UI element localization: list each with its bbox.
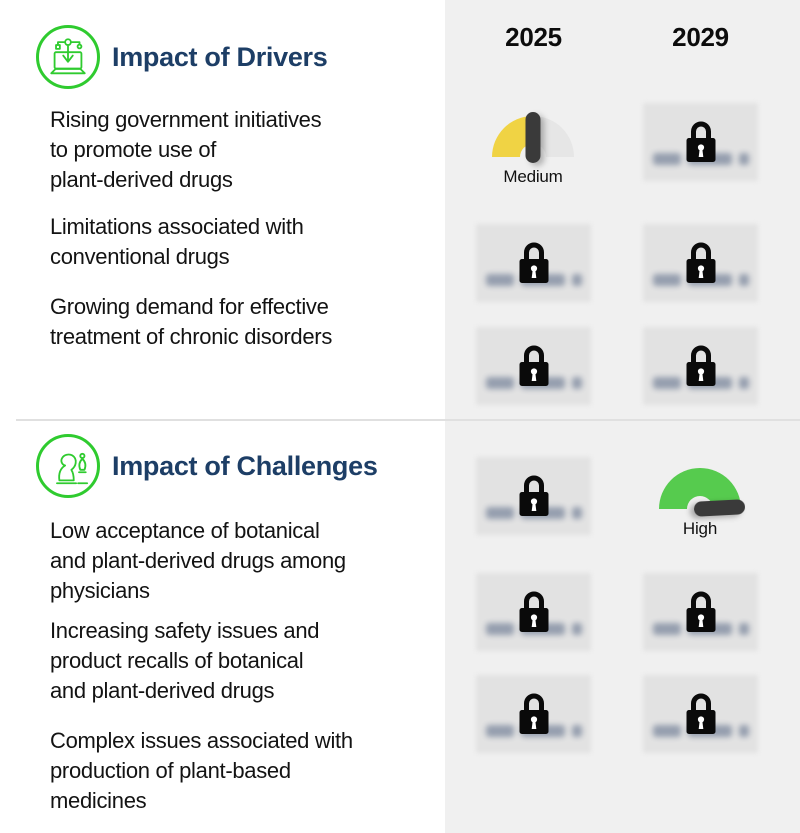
padlock-icon [519,475,548,516]
locked-value-cell [643,224,758,302]
locked-value-cell [476,457,591,535]
padlock-icon [686,242,715,283]
gauge-level-label: High [682,519,718,538]
section-divider [16,419,800,421]
locked-value-cell [476,675,591,753]
gauge-high-icon [659,468,745,517]
challenges-section-badge [36,434,100,498]
gauge-medium-icon [492,112,574,163]
locked-value-cell [476,224,591,302]
padlock-icon [686,121,715,162]
challenge-item-1-text: Low acceptance of botanical and plant-de… [50,518,346,603]
driver-item-3-text: Growing demand for effective treatment o… [50,294,333,349]
driver-item-2-text: Limitations associated with conventional… [50,214,304,269]
locked-value-cell [643,573,758,651]
impact-gauge-medium: Medium [483,107,583,187]
locked-value-cell [643,675,758,753]
locked-value-cell [643,103,758,181]
padlock-icon [686,345,715,386]
locked-value-cell [643,327,758,405]
locked-value-cell [476,573,591,651]
padlock-icon [686,591,715,632]
laptop-network-icon [50,38,86,75]
padlock-icon [519,242,548,283]
padlock-icon [686,693,715,734]
chess-pieces-icon [56,452,89,485]
padlock-icon [519,345,548,386]
driver-item-1-text: Rising government initiatives to promote… [50,107,322,192]
challenge-item-2-text: Increasing safety issues and product rec… [50,618,320,703]
challenges-section-title: Impact of Challenges [112,451,378,481]
locked-value-cell [476,327,591,405]
padlock-icon [519,591,548,632]
drivers-section-title: Impact of Drivers [112,42,328,72]
impact-gauge-high: High [650,459,750,539]
column-header-2029: 2029 [672,22,729,52]
column-header-2025: 2025 [505,22,562,52]
challenge-item-3-text: Complex issues associated with productio… [50,728,353,813]
drivers-section-badge [36,25,100,89]
gauge-level-label: Medium [503,167,563,186]
padlock-icon [519,693,548,734]
